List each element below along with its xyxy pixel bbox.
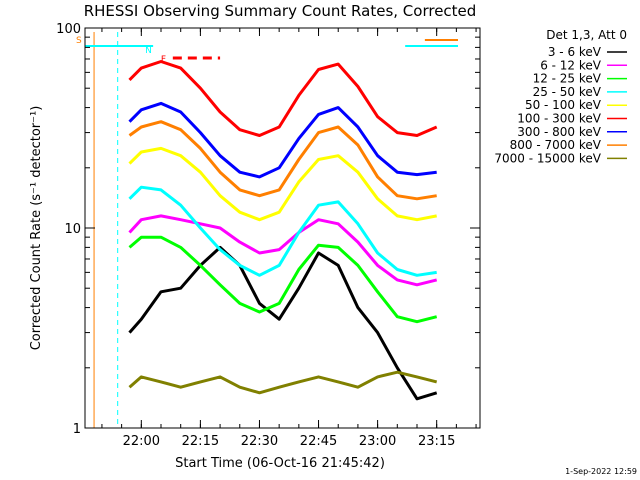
night-flag-label: N — [145, 46, 152, 56]
legend-label-4: 25 - 50 keV — [533, 85, 602, 99]
x-tick-label-1: 22:00 — [123, 434, 160, 449]
series-line-8 — [128, 120, 437, 201]
series-line-5 — [128, 146, 437, 222]
x-tick-label-5: 23:00 — [359, 434, 396, 449]
legend-label-2: 6 - 12 keV — [540, 58, 602, 72]
series-line-1 — [128, 245, 438, 401]
series-line-3 — [128, 235, 438, 324]
y-axis-label: Corrected Count Rate (s⁻¹ detector⁻¹) — [29, 106, 44, 351]
y-tick-label-1: 1 — [73, 422, 81, 437]
legend-label-7: 300 - 800 keV — [517, 125, 601, 139]
series-line-2 — [128, 214, 438, 287]
y-tick-label-3: 100 — [56, 22, 81, 37]
flare-flag-label: F — [161, 55, 166, 65]
series-line-4 — [128, 185, 437, 277]
legend-label-8: 800 - 7000 keV — [510, 138, 602, 152]
legend-label-5: 50 - 100 keV — [525, 98, 602, 112]
series-line-6 — [128, 60, 438, 137]
y-tick-label-2: 10 — [64, 222, 81, 237]
series-line-9 — [128, 370, 438, 395]
chart-title: RHESSI Observing Summary Count Rates, Co… — [84, 2, 477, 20]
legend-label-9: 7000 - 15000 keV — [494, 151, 601, 165]
x-tick-label-4: 22:45 — [300, 434, 337, 449]
legend-label-3: 12 - 25 keV — [533, 72, 602, 86]
legend-label-6: 100 - 300 keV — [517, 112, 601, 126]
x-tick-label-2: 22:15 — [182, 434, 219, 449]
x-axis-label: Start Time (06-Oct-16 21:45:42) — [175, 456, 385, 471]
x-tick-label-3: 22:30 — [241, 434, 278, 449]
x-tick-label-6: 23:15 — [418, 434, 455, 449]
plot-area: S NF — [76, 32, 458, 428]
x-axis: 22:00 22:15 22:30 22:45 23:00 23:15 — [101, 28, 477, 449]
legend-title: Det 1,3, Att 0 — [546, 28, 627, 42]
saa-flag-label: S — [76, 36, 82, 46]
plot-frame — [84, 27, 481, 429]
legend-label-1: 3 - 6 keV — [548, 45, 602, 59]
series-line-7 — [128, 101, 437, 179]
timestamp: 1-Sep-2022 12:59 — [565, 467, 637, 476]
y-axis: 1 10 100 — [56, 22, 480, 437]
